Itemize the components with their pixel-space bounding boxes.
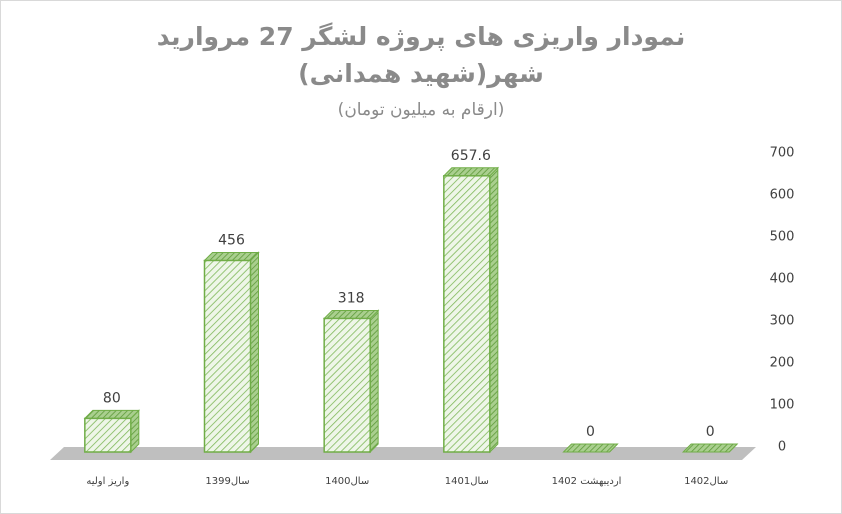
bar-top xyxy=(322,309,380,319)
bar-top xyxy=(83,409,141,419)
value-label: 657.6 xyxy=(451,148,491,164)
bar-top xyxy=(681,443,739,453)
y-tick-label: 200 xyxy=(770,356,795,371)
y-tick-label: 700 xyxy=(770,146,795,161)
value-label: 80 xyxy=(103,390,121,406)
floor xyxy=(50,447,756,460)
value-label: 0 xyxy=(706,424,715,440)
x-tick-label: سال1401 xyxy=(445,476,489,487)
x-tick-label: سال1402 xyxy=(684,476,728,487)
chart-title-line2: شهر(شهید همدانی) xyxy=(298,59,544,89)
bar xyxy=(443,175,491,453)
value-label: 318 xyxy=(338,290,365,306)
value-label: 0 xyxy=(586,424,595,440)
bar-top xyxy=(442,167,500,177)
x-tick-label: واریز اولیه xyxy=(86,476,129,487)
bar xyxy=(203,259,252,453)
bar-side xyxy=(489,166,499,454)
bar-side xyxy=(250,251,259,454)
chart-title: نمودار واریزی های پروژه لشگر 27 مروارید xyxy=(157,22,686,52)
y-tick-label: 400 xyxy=(770,272,795,287)
bar xyxy=(84,417,132,453)
y-tick-label: 100 xyxy=(770,398,795,413)
bar-top xyxy=(203,251,260,261)
x-tick-label: سال1399 xyxy=(205,476,249,487)
bar-top xyxy=(562,443,619,453)
bar xyxy=(323,317,371,453)
x-tick-label: سال1400 xyxy=(325,476,369,487)
value-label: 456 xyxy=(218,232,245,248)
y-tick-label: 600 xyxy=(770,188,795,203)
y-tick-label: 500 xyxy=(770,230,795,245)
y-tick-label: 300 xyxy=(770,314,795,329)
bar-side xyxy=(369,309,379,454)
chart-subtitle: (ارقام به میلیون تومان) xyxy=(338,100,505,120)
x-tick-label: اردیبهشت 1402 xyxy=(552,476,622,487)
y-tick-label: 0 xyxy=(778,440,786,455)
